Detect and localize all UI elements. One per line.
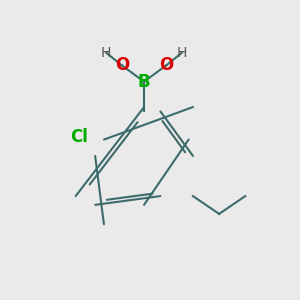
- Text: H: H: [101, 46, 112, 60]
- Text: O: O: [115, 56, 129, 74]
- Text: B: B: [138, 73, 150, 91]
- Text: O: O: [159, 56, 173, 74]
- Text: Cl: Cl: [70, 128, 88, 146]
- Text: H: H: [177, 46, 187, 60]
